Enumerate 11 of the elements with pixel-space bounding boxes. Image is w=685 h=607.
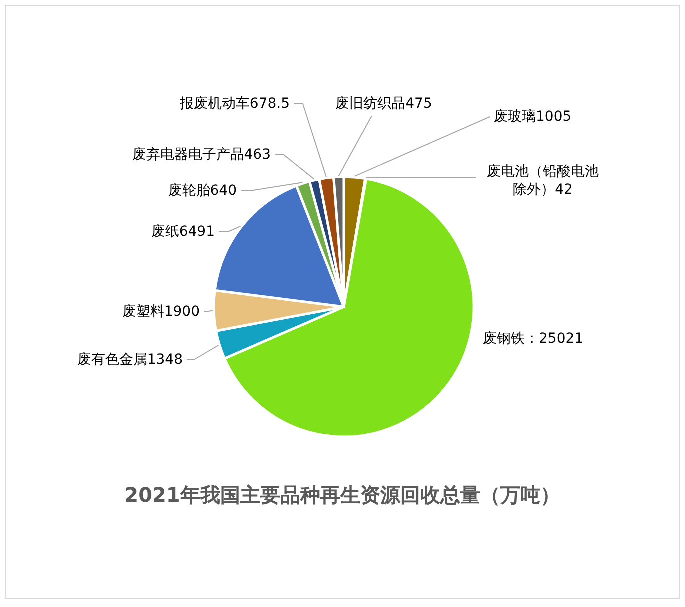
slice-label: 废弃电器电子产品463 xyxy=(132,147,271,163)
slice-label: 废有色金属1348 xyxy=(77,352,183,368)
slice-label: 废纸6491 xyxy=(151,224,215,240)
slice-label: 废旧纺织品475 xyxy=(336,96,432,112)
slice-label: 废电池（铅酸电池除外）42 xyxy=(487,164,599,198)
slice-label: 废轮胎640 xyxy=(168,183,237,199)
slice-label: 废钢铁：25021 xyxy=(483,331,584,347)
slice-label: 报废机动车678.5 xyxy=(178,96,290,112)
text: 2021年我国主要品种再生资源回收总量（万吨） xyxy=(124,483,560,507)
slice-label: 废塑料1900 xyxy=(122,304,200,320)
slice-label: 废玻璃1005 xyxy=(494,109,572,125)
